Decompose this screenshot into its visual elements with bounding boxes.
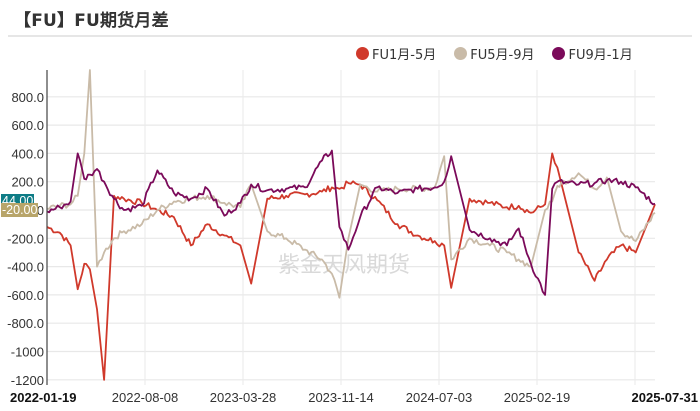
x-axis: 2022-01-19 2022-08-08 2023-03-28 2023-11-14… — [10, 390, 698, 405]
y-tick-label: -600.0 — [7, 288, 44, 303]
x-tick-label: 2025-07-31 — [632, 390, 699, 405]
y-tick-label: -400.0 — [7, 260, 44, 275]
legend-item-fu9-1[interactable]: FU9月-1月 — [552, 44, 633, 63]
x-tick-label: 2024-07-03 — [406, 390, 473, 405]
x-tick-label: 2023-11-14 — [308, 390, 374, 405]
x-tick-label: 2022-08-08 — [112, 390, 179, 405]
legend-marker-icon — [552, 47, 566, 60]
y-tick-label: 800.0 — [11, 90, 44, 105]
y-axis: 800.0 600.0 400.0 200.0 0 -200.0 -400.0 -600.0 -… — [7, 90, 44, 388]
y-tick-label: -200.0 — [7, 231, 44, 246]
series-lines — [46, 69, 656, 381]
y-tick-label: 0 — [37, 203, 44, 218]
x-tick-label: 2022-01-19 — [10, 390, 77, 405]
y-tick-label: 600.0 — [11, 118, 44, 133]
y-tick-label: -800.0 — [7, 316, 44, 331]
x-tick-label: 2025-02-19 — [504, 390, 571, 405]
legend-marker-icon — [454, 47, 468, 60]
x-tick-label: 2023-03-28 — [210, 390, 277, 405]
legend-item-fu1-5[interactable]: FU1月-5月 — [356, 44, 436, 63]
legend-label: FU9月-1月 — [568, 48, 633, 63]
legend-marker-icon — [356, 47, 369, 60]
series-line-3 — [46, 149, 656, 296]
series-line-1 — [46, 152, 656, 381]
title-divider — [8, 35, 692, 37]
series-line-2 — [46, 69, 656, 299]
last-value-badge-b: -20.00 — [1, 203, 39, 217]
y-tick-label: 200.0 — [11, 175, 44, 190]
y-tick-label: 400.0 — [11, 146, 44, 161]
chart-title: 【FU】FU期货月差 — [14, 11, 169, 31]
y-tick-label: -1200 — [11, 373, 44, 388]
legend-item-fu5-9[interactable]: FU5月-9月 — [454, 44, 534, 63]
grid-lines — [47, 70, 655, 385]
y-tick-label: -1000 — [11, 345, 44, 360]
legend-label: FU5月-9月 — [470, 48, 535, 63]
legend-label: FU1月-5月 — [372, 48, 437, 63]
chart-legend: FU1月-5月 FU5月-9月 FU9月-1月 — [356, 44, 633, 63]
